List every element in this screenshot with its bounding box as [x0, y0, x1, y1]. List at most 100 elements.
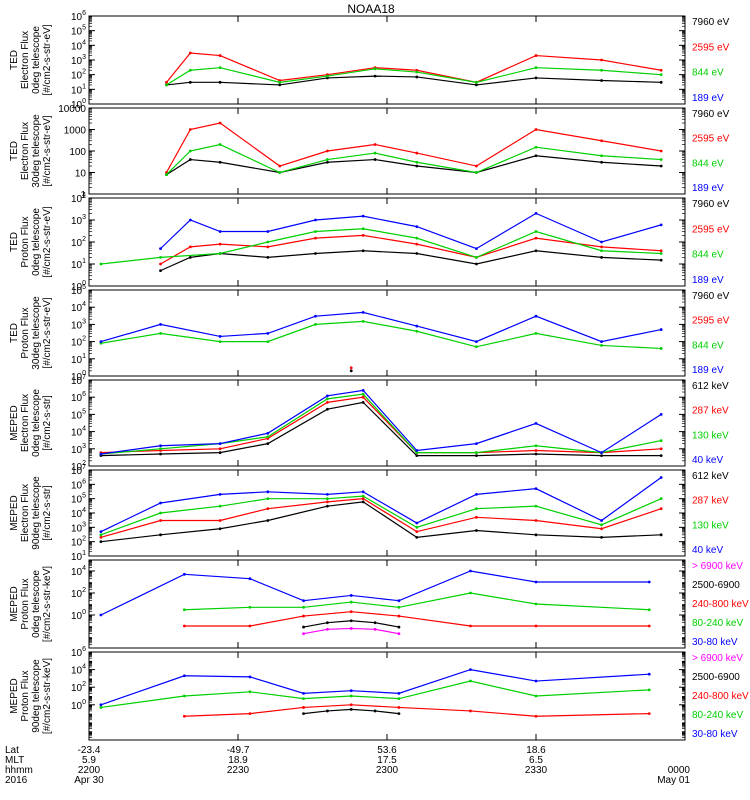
data-point	[266, 497, 270, 501]
data-point	[415, 525, 419, 529]
data-point	[99, 706, 103, 709]
data-point	[218, 447, 222, 451]
y-axis-label-line: [#/cm2-s-str-eV]	[42, 297, 53, 368]
y-axis-label-line: [#/cm2-s-str-keV]	[42, 566, 53, 642]
data-point	[475, 247, 478, 251]
legend-entry: 189 eV	[692, 183, 724, 194]
y-axis-label: TEDProton Flux30deg telescope[#/cm2-s-st…	[9, 296, 53, 370]
data-point	[534, 679, 538, 683]
data-point	[397, 614, 401, 618]
y-tick-exponent: 3	[82, 443, 86, 450]
data-point	[415, 449, 419, 452]
data-point	[600, 139, 603, 143]
y-tick-exponent: 2	[82, 69, 86, 76]
data-point	[302, 605, 305, 609]
data-point	[373, 74, 377, 78]
data-point	[361, 388, 365, 392]
data-point	[165, 80, 168, 84]
y-tick-exponent: 2	[82, 460, 86, 467]
y-tick-exponent: 1	[82, 258, 86, 265]
data-point	[600, 527, 603, 531]
footer-cell-mlt: 5.9	[82, 755, 96, 766]
data-point	[469, 624, 472, 628]
data-point	[373, 151, 377, 155]
data-point	[469, 591, 472, 595]
y-axis-label: MEPEDProton Flux90deg telescope[#/cm2-s-…	[9, 658, 53, 734]
data-point	[659, 68, 663, 72]
y-tick-exponent: 2	[82, 336, 86, 343]
data-point	[361, 490, 365, 494]
data-point	[182, 714, 186, 718]
legend-entry: 844 eV	[692, 250, 724, 261]
y-tick-exponent: 4	[82, 664, 86, 671]
data-point	[278, 171, 282, 174]
data-point	[266, 442, 270, 446]
data-point	[266, 230, 270, 233]
data-point	[475, 507, 478, 511]
data-point	[218, 340, 222, 343]
y-axis-label-line: 30deg telescope	[31, 114, 42, 188]
data-point	[218, 252, 222, 255]
data-point	[302, 599, 305, 603]
data-point	[99, 613, 103, 617]
data-point	[647, 712, 651, 715]
y-tick-label: 10000	[58, 104, 86, 115]
data-point	[659, 328, 663, 331]
data-point	[248, 577, 252, 581]
data-point	[99, 452, 103, 456]
data-point	[415, 236, 419, 240]
data-point	[647, 580, 651, 584]
data-point	[534, 331, 538, 335]
data-point	[248, 712, 252, 715]
y-axis-label: TEDElectron Flux0deg telescope[#/cm2-s-s…	[9, 24, 53, 95]
legend-entry: 189 eV	[692, 275, 724, 286]
data-point	[302, 632, 305, 636]
data-point	[415, 454, 419, 458]
y-tick-label: 1	[80, 190, 86, 201]
data-point	[469, 668, 472, 671]
data-point	[326, 160, 329, 164]
y-tick-exponent: 0	[82, 699, 86, 706]
y-tick-exponent: 3	[82, 214, 86, 221]
data-point	[349, 600, 353, 604]
data-point	[534, 452, 538, 456]
data-point	[469, 679, 472, 683]
data-point	[659, 80, 663, 84]
data-point	[218, 160, 222, 164]
data-point	[534, 76, 538, 80]
data-point	[534, 54, 538, 57]
legend-entry: 844 eV	[692, 68, 724, 79]
data-point	[361, 227, 365, 231]
footer-cell-lat: -23.4	[78, 745, 101, 756]
data-point	[600, 340, 603, 343]
y-axis-label-line: [#/cm2-s-str-eV]	[42, 24, 53, 95]
data-point	[475, 442, 478, 446]
data-point	[600, 58, 603, 62]
data-point	[159, 519, 162, 522]
y-axis-label-line: Electron Flux	[20, 484, 31, 542]
data-point	[600, 245, 603, 249]
legend-entry: 130 keV	[692, 520, 729, 531]
data-point	[278, 80, 282, 84]
data-point	[659, 476, 663, 479]
footer-cell-lat: 18.6	[526, 745, 546, 756]
data-point	[415, 329, 419, 333]
legend-entry: 7960 eV	[692, 199, 730, 210]
data-point	[248, 690, 252, 694]
footer-row-label: 2016	[5, 775, 28, 786]
footer-cell-mlt: 17.5	[377, 755, 397, 766]
data-point	[218, 335, 222, 338]
y-tick-exponent: 0	[82, 370, 86, 377]
y-tick-exponent: 2	[82, 536, 86, 543]
data-point	[373, 67, 377, 71]
data-point	[302, 691, 305, 695]
data-point	[534, 694, 538, 698]
y-tick-exponent: 3	[82, 521, 86, 528]
footer-row-label: hhmm	[5, 765, 33, 776]
